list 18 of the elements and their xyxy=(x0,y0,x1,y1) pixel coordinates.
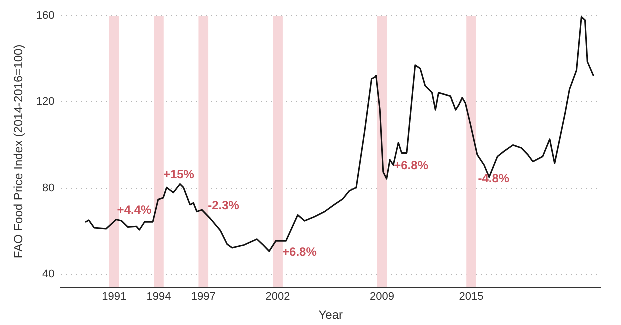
y-tick-label: 160 xyxy=(36,10,55,22)
y-axis-title: FAO Food Price Index (2014-2016=100) xyxy=(12,44,26,259)
annotation: -4.8% xyxy=(478,172,510,186)
x-tick-label: 2002 xyxy=(266,291,290,304)
annotation: -2.3% xyxy=(208,198,240,213)
x-tick-label: 2015 xyxy=(459,291,484,304)
y-tick-label: 40 xyxy=(42,268,55,281)
x-tick-label: 1991 xyxy=(102,291,127,304)
x-tick-label: 1994 xyxy=(146,291,172,304)
annotation: +15% xyxy=(163,168,195,182)
annotation: +6.8% xyxy=(394,158,429,172)
x-tick-label: 2009 xyxy=(370,291,394,304)
x-axis-title: Year xyxy=(318,308,343,322)
y-tick-label: 80 xyxy=(42,182,55,194)
annotation: +4.4% xyxy=(117,202,152,217)
y-tick-label: 120 xyxy=(36,96,55,108)
x-tick-label: 1997 xyxy=(191,291,216,304)
annotation: +6.8% xyxy=(282,245,318,260)
